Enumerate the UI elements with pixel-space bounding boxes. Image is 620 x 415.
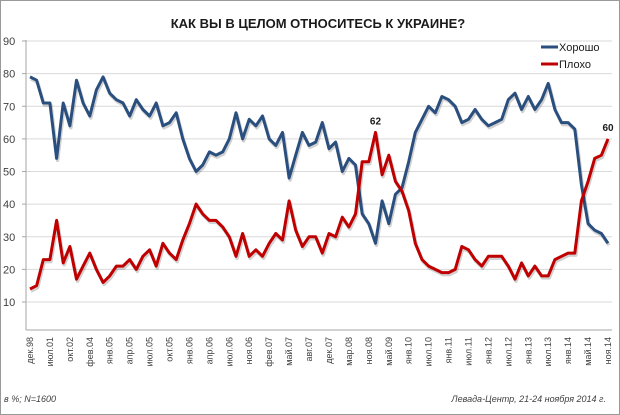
- x-tick-label: май.14: [583, 337, 593, 366]
- data-label: 60: [602, 123, 614, 134]
- x-tick-label: янв.11: [444, 337, 454, 363]
- footnote-sample: в %; N=1600: [4, 394, 56, 404]
- x-tick-label: янв.05: [105, 337, 115, 364]
- footnote-source: Левада-Центр, 21-24 ноября 2014 г.: [450, 394, 606, 404]
- x-tick-label: май.07: [284, 337, 294, 366]
- x-tick-label: янв.13: [523, 337, 533, 364]
- x-tick-label: янв.06: [184, 337, 194, 364]
- x-tick-label: фев.07: [264, 337, 274, 367]
- y-tick-label: 50: [3, 167, 15, 179]
- legend-label-good: Хорошо: [559, 42, 600, 54]
- y-tick-label: 10: [3, 297, 15, 309]
- x-tick-label: июл.05: [145, 337, 155, 366]
- y-tick-label: 60: [3, 134, 15, 146]
- data-labels: 62 60: [370, 116, 614, 134]
- x-tick-label: дек.07: [324, 337, 334, 364]
- x-tick-label: апр.05: [125, 337, 135, 364]
- y-axis-ticks: 10 20 30 40 50 60 70 80 90: [3, 36, 26, 309]
- x-tick-label: янв.12: [483, 337, 493, 364]
- x-tick-label: ноя.06: [244, 337, 254, 364]
- x-tick-label: окт.05: [165, 337, 175, 362]
- x-tick-label: апр.06: [204, 337, 214, 364]
- y-tick-label: 20: [3, 264, 15, 276]
- x-axis-ticks: дек.98 июл.01 окт.02 фев.04 янв.05 апр.05 июл.…: [25, 337, 613, 367]
- y-tick-label: 80: [3, 69, 15, 81]
- legend-item-good[interactable]: Хорошо: [541, 42, 600, 54]
- x-tick-label: ноя.14: [603, 337, 613, 364]
- x-tick-label: дек.98: [25, 337, 35, 364]
- x-tick-label: ноя.08: [364, 337, 374, 364]
- series-lines: [29, 75, 611, 293]
- x-tick-label: авг.07: [304, 337, 314, 361]
- x-tick-label: июл.12: [503, 337, 513, 366]
- legend-label-bad: Плохо: [559, 59, 591, 71]
- y-tick-label: 90: [3, 36, 15, 48]
- series-line-bad: [29, 130, 610, 291]
- gridlines: [26, 40, 612, 303]
- x-tick-label: фев.04: [85, 337, 95, 367]
- x-tick-label: окт.02: [65, 337, 75, 362]
- x-tick-label: июл.06: [224, 337, 234, 366]
- x-tick-label: янв.14: [563, 337, 573, 364]
- series-line-good: [29, 75, 610, 245]
- x-tick-label: мар.08: [344, 337, 354, 366]
- chart-title: КАК ВЫ В ЦЕЛОМ ОТНОСИТЕСЬ К УКРАИНЕ?: [171, 16, 466, 31]
- y-tick-label: 40: [3, 199, 15, 211]
- y-tick-label: 30: [3, 232, 15, 244]
- x-tick-label: янв.10: [404, 337, 414, 364]
- x-tick-label: июл.11: [463, 337, 473, 366]
- y-tick-label: 70: [3, 101, 15, 113]
- legend: Хорошо Плохо: [541, 42, 600, 71]
- x-tick-label: июл.01: [45, 337, 55, 366]
- data-label: 62: [370, 116, 382, 127]
- x-tick-label: июл.10: [424, 337, 434, 366]
- legend-item-bad[interactable]: Плохо: [541, 59, 591, 71]
- x-tick-label: май.09: [384, 337, 394, 366]
- x-tick-label: июл.13: [543, 337, 553, 366]
